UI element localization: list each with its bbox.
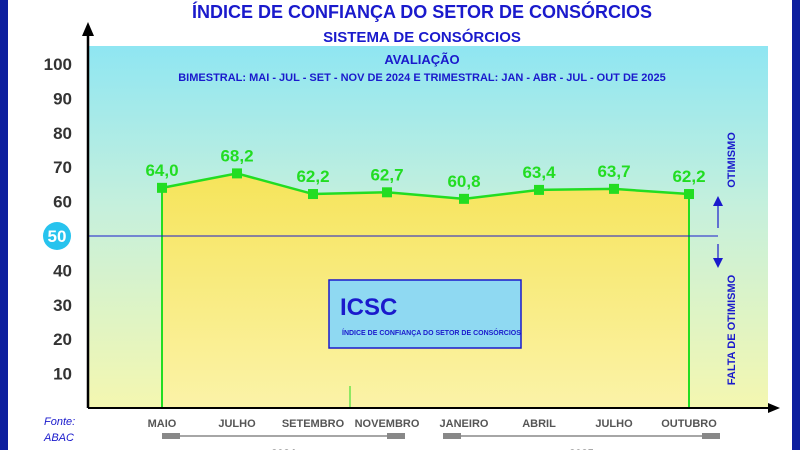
x-tick-label: SETEMBRO (282, 418, 345, 430)
x-axis-arrow-icon (768, 403, 780, 413)
data-point (609, 183, 619, 194)
series-line-layer: 64,0 68,2 62,2 62,7 60,8 63,4 63,7 62,2 (145, 146, 706, 204)
source-label: Fonte: (44, 416, 75, 428)
data-point (684, 189, 694, 200)
y-tick-label: 30 (53, 296, 72, 315)
threshold-badge (43, 222, 71, 250)
series-line (161, 172, 690, 201)
chart-subtitle: SISTEMA DE CONSÓRCIOS (323, 28, 521, 46)
x-axis: MAIO JULHO SETEMBRO NOVEMBRO JANEIRO ABRIL JUL… (88, 403, 780, 450)
y-tick-label: 100 (44, 55, 72, 74)
arrow-down-icon (713, 258, 723, 268)
data-label: 64,0 (145, 161, 178, 180)
x-tick-label: NOVEMBRO (355, 418, 420, 430)
legend-title: ICSC (340, 294, 397, 321)
year-bracket-cap (162, 433, 180, 439)
data-point (382, 187, 392, 198)
data-point (157, 182, 167, 193)
y-tick-label: 10 (53, 365, 72, 384)
legend-subtitle: ÍNDICE DE CONFIANÇA DO SETOR DE CONSÓRCI… (342, 328, 521, 337)
y-tick-label: 80 (53, 124, 72, 143)
year-bracket-cap (702, 433, 720, 439)
year-label: 2024 (271, 448, 296, 450)
year-label: 2025 (569, 448, 593, 450)
x-tick-label: JULHO (218, 418, 256, 430)
y-tick-label: 70 (53, 158, 72, 177)
x-tick-label: ABRIL (522, 418, 556, 430)
data-label: 62,2 (296, 167, 329, 186)
evaluation-detail: BIMESTRAL: MAI - JUL - SET - NOV DE 2024… (178, 72, 666, 84)
y-axis: 10 20 30 40 50 60 70 80 90 100 (43, 22, 94, 408)
evaluation-label: AVALIAÇÃO (384, 52, 459, 67)
data-point (232, 168, 242, 179)
arrow-up-icon (713, 196, 723, 206)
data-label: 63,7 (597, 162, 630, 181)
data-label: 63,4 (522, 163, 556, 182)
zone-above-label: OTIMISMO (726, 132, 738, 188)
data-label: 62,2 (672, 167, 705, 186)
zone-below-label: FALTA DE OTIMISMO (726, 274, 738, 385)
threshold-badge-label: 50 (48, 227, 67, 246)
x-tick-label: OUTUBRO (661, 418, 717, 430)
x-tick-label: JULHO (595, 418, 633, 430)
y-tick-label: 20 (53, 330, 72, 349)
year-bracket-cap (387, 433, 405, 439)
chart-title: ÍNDICE DE CONFIANÇA DO SETOR DE CONSÓRCI… (192, 1, 652, 22)
data-label: 60,8 (447, 172, 480, 191)
data-label: 62,7 (370, 165, 403, 184)
data-point (459, 193, 469, 204)
legend-box (328, 279, 522, 349)
y-tick-label: 90 (53, 89, 72, 108)
y-tick-label: 40 (53, 261, 72, 280)
x-tick-label: MAIO (148, 418, 177, 430)
y-axis-arrow-icon (82, 22, 94, 36)
x-tick-label: JANEIRO (440, 418, 489, 430)
source-value: ABAC (43, 432, 74, 444)
year-bracket-cap (443, 433, 461, 439)
data-label: 68,2 (220, 146, 253, 165)
data-point (534, 184, 544, 195)
y-tick-label: 60 (53, 193, 72, 212)
threshold-layer (88, 196, 723, 268)
data-point (308, 189, 318, 200)
